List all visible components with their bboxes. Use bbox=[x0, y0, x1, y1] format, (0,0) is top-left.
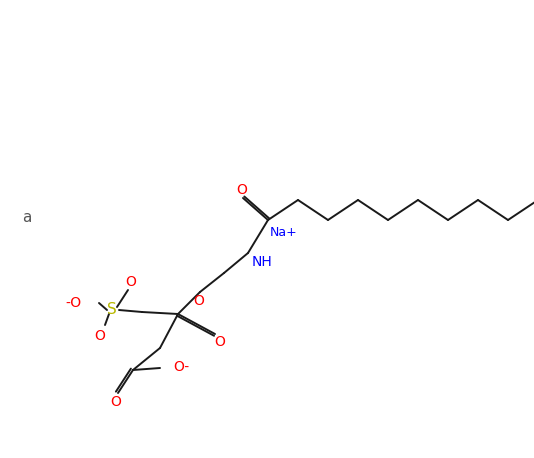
Text: O: O bbox=[237, 183, 247, 197]
Text: O: O bbox=[215, 335, 225, 349]
Text: O: O bbox=[95, 329, 105, 343]
Text: -O: -O bbox=[66, 296, 82, 310]
Text: NH: NH bbox=[252, 255, 273, 269]
Text: O: O bbox=[125, 275, 137, 289]
Text: O-: O- bbox=[173, 360, 189, 374]
Text: S: S bbox=[107, 302, 117, 317]
Text: O: O bbox=[193, 294, 205, 308]
Text: a: a bbox=[22, 211, 32, 225]
Text: O: O bbox=[111, 395, 121, 409]
Text: Na+: Na+ bbox=[270, 227, 298, 240]
